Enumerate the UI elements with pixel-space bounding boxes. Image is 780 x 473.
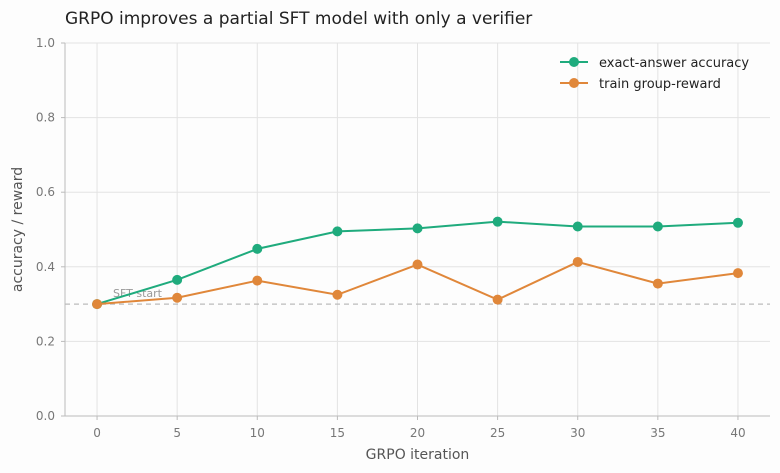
data-point-series-2 [492,294,503,305]
data-point-series-2 [572,256,583,267]
chart-title: GRPO improves a partial SFT model with o… [65,9,533,29]
data-point-series-2 [92,299,103,310]
data-point-series-1 [652,221,663,232]
reference-line-label: SFT start [113,287,163,300]
data-point-series-2 [412,259,423,270]
x-tick-label: 20 [410,426,425,440]
x-tick-label: 5 [173,426,181,440]
legend-label-1: exact-answer accuracy [599,56,749,71]
legend-marker-1 [569,57,579,67]
data-point-series-1 [252,243,263,254]
y-tick-label: 0.6 [36,185,55,199]
data-point-series-2 [252,275,263,286]
data-point-series-1 [572,221,583,232]
x-tick-label: 25 [490,426,505,440]
x-tick-label: 15 [330,426,345,440]
x-tick-label: 10 [250,426,265,440]
data-point-series-1 [492,216,503,227]
legend-label-2: train group-reward [599,77,721,92]
legend-marker-2 [569,78,579,88]
x-tick-label: 30 [570,426,585,440]
data-point-series-1 [412,223,423,234]
data-point-series-1 [732,217,743,228]
x-tick-label: 0 [93,426,101,440]
x-axis-label: GRPO iteration [366,447,470,463]
y-tick-label: 0.0 [36,409,55,423]
y-tick-label: 0.8 [36,111,55,125]
data-point-series-1 [332,226,343,237]
y-tick-label: 0.4 [36,260,55,274]
data-point-series-2 [172,292,183,303]
y-tick-label: 1.0 [36,36,55,50]
data-point-series-1 [172,274,183,285]
data-point-series-2 [652,278,663,289]
y-axis-label: accuracy / reward [10,167,26,292]
data-point-series-2 [332,289,343,300]
x-tick-label: 40 [730,426,745,440]
data-point-series-2 [732,268,743,279]
y-tick-label: 0.2 [36,334,55,348]
x-tick-label: 35 [650,426,665,440]
